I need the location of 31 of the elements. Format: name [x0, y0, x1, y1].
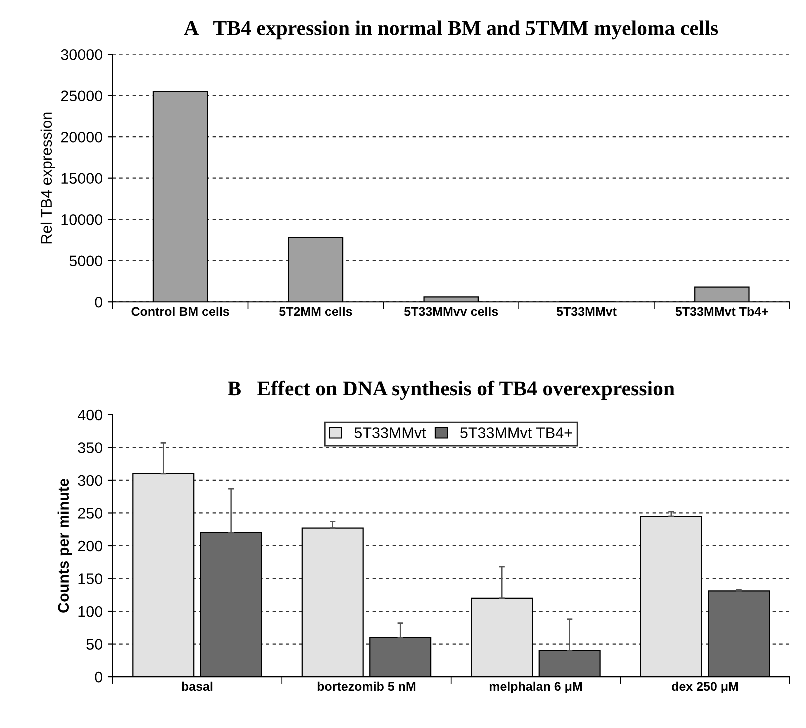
y-tick-label: 300 [78, 475, 103, 486]
y-tick-label: 5000 [70, 256, 103, 267]
y-tick-label: 10000 [62, 214, 103, 226]
y-tick-label: 150 [78, 574, 103, 584]
y-tick-label: 350 [78, 442, 103, 454]
legend-label: 5T33MMvt [354, 428, 426, 438]
x-tick-label: 5T33MMvt Tb4+ [676, 306, 768, 316]
x-tick-label: melphalan 6 μM [490, 682, 582, 694]
y-tick-label: 0 [95, 296, 103, 308]
x-tick-label: 5T2MM cells [280, 306, 352, 316]
y-tick-label: 100 [78, 606, 103, 618]
y-tick-label: 30000 [61, 49, 103, 60]
x-tick-label: bortezomib 5 nM [318, 682, 416, 692]
y-tick-label: 50 [86, 639, 103, 650]
chart-title: A TB4 expression in normal BM and 5TMM myeloma cells [184, 20, 718, 40]
y-tick-label: 250 [78, 508, 103, 519]
x-tick-label: Control BM cells [132, 306, 230, 316]
x-tick-label: dex 250 μM [672, 682, 738, 694]
y-tick-label: 200 [78, 540, 103, 552]
y-axis-title: Counts per minute [58, 479, 72, 613]
y-tick-label: 25000 [61, 90, 103, 102]
y-axis-title: Rel TB4 expression [40, 112, 56, 244]
y-tick-label: 20000 [61, 132, 103, 143]
y-tick-label: 400 [78, 410, 103, 421]
legend-label: 5T33MMvt TB4+ [460, 428, 572, 438]
x-tick-label: 5T33MMvv cells [404, 306, 498, 316]
chart-title: B Effect on DNA synthesis of TB4 overexpression [228, 380, 675, 400]
y-tick-label: 0 [95, 672, 103, 683]
y-tick-label: 15000 [62, 173, 103, 184]
x-tick-label: 5T33MMvt [556, 307, 617, 316]
x-tick-label: basal [182, 682, 213, 692]
